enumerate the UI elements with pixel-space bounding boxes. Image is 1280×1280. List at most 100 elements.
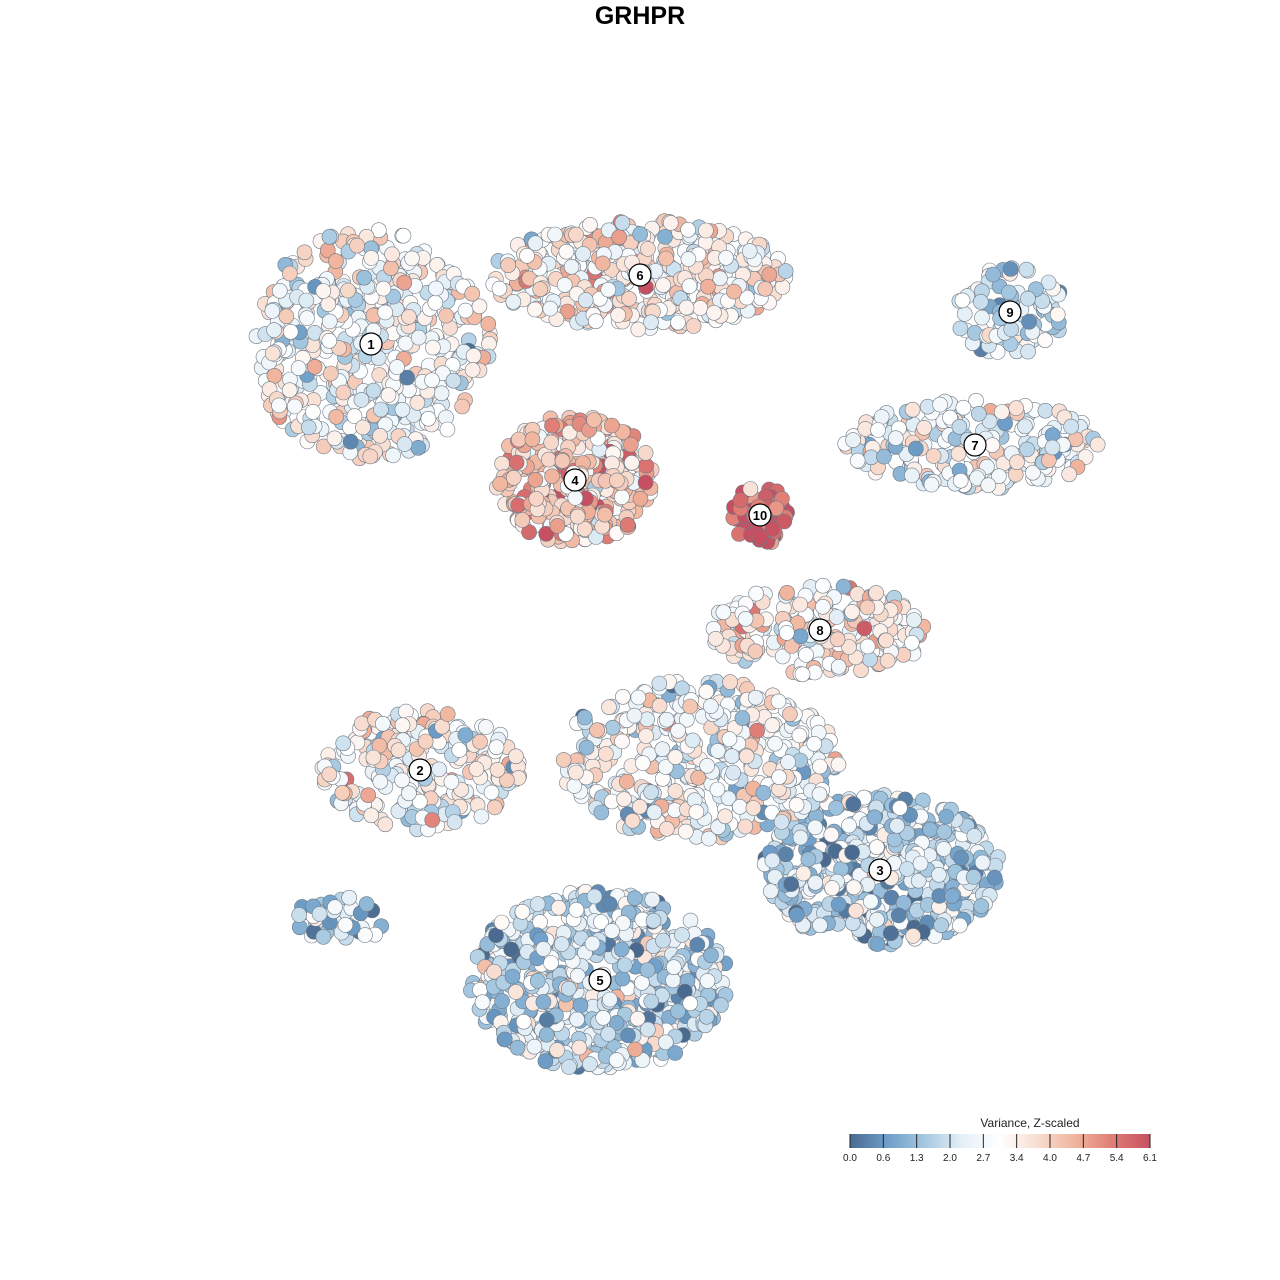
cell-point: [1037, 332, 1053, 349]
cell-point: [424, 372, 440, 389]
cell-point: [349, 237, 365, 254]
cell-point: [576, 521, 593, 537]
cell-point: [586, 888, 603, 905]
legend-tick-label: 4.0: [1043, 1153, 1057, 1164]
cell-point: [433, 385, 450, 402]
cell-point: [266, 322, 282, 338]
cell-point: [615, 915, 631, 931]
cell-point: [657, 1034, 674, 1051]
cell-point: [505, 293, 522, 310]
cell-point: [974, 854, 991, 871]
cell-point: [667, 783, 684, 799]
cell-point: [334, 784, 351, 801]
cell-point: [1019, 441, 1035, 458]
cell-point: [604, 719, 621, 736]
cell-point: [1008, 400, 1025, 416]
cell-point: [935, 841, 952, 857]
cell-point: [869, 911, 885, 928]
cell-point: [703, 947, 719, 964]
cell-point: [681, 278, 698, 294]
cell-point: [281, 382, 298, 399]
cell-point: [375, 280, 392, 297]
cluster-label-10: 10: [748, 503, 772, 527]
cell-point: [646, 804, 663, 821]
cell-point: [890, 907, 907, 924]
cluster-label-9: 9: [998, 300, 1022, 324]
cell-point: [658, 250, 674, 267]
cell-point: [706, 304, 722, 321]
cell-point: [614, 733, 630, 750]
cell-point: [722, 674, 738, 690]
cell-point: [878, 632, 894, 649]
color-legend: Variance, Z-scaled 0.0 0.6 1.3 2.0 2.7 3.4 4.0…: [843, 1116, 1157, 1164]
cell-point: [529, 896, 546, 912]
cell-point: [670, 1003, 686, 1020]
chart-title: GRHPR: [594, 2, 686, 30]
legend-tick-label: 4.7: [1076, 1153, 1090, 1164]
cell-point: [677, 823, 694, 840]
cell-point: [264, 303, 281, 319]
cell-point: [569, 1011, 585, 1028]
cell-point: [986, 869, 1003, 886]
legend-tick-label: 2.7: [976, 1153, 990, 1164]
cell-point: [291, 907, 308, 923]
cell-point: [589, 722, 605, 739]
cell-point: [738, 748, 755, 765]
cell-point: [282, 323, 299, 340]
cell-point: [384, 246, 400, 263]
cell-point: [643, 784, 659, 801]
cell-point: [544, 468, 560, 485]
cell-point: [624, 812, 641, 829]
cell-point: [734, 710, 751, 726]
cell-point: [362, 448, 379, 465]
cell-point: [296, 244, 313, 261]
cell-point: [634, 755, 651, 771]
cell-point: [780, 754, 796, 770]
cell-point: [383, 260, 399, 277]
cell-point: [788, 906, 805, 923]
cell-point: [859, 638, 876, 655]
cell-point: [410, 329, 427, 346]
cell-point: [395, 227, 412, 244]
cell-point: [655, 932, 671, 949]
cell-point: [538, 1012, 555, 1028]
cell-point: [933, 917, 950, 934]
cell-point: [795, 865, 812, 882]
cell-point: [390, 742, 407, 759]
cell-point: [603, 417, 620, 434]
cell-point: [783, 876, 800, 892]
cell-point: [623, 454, 640, 471]
cell-point: [876, 448, 892, 465]
cell-point: [396, 436, 413, 452]
cell-point: [954, 292, 971, 309]
cell-point: [638, 728, 654, 744]
cell-point: [550, 899, 567, 916]
cell-point: [472, 733, 488, 750]
cell-point: [593, 804, 610, 821]
cell-point: [829, 631, 846, 648]
cell-point: [614, 215, 631, 231]
cell-point: [377, 304, 394, 321]
cell-point: [353, 715, 370, 732]
cell-point: [315, 929, 332, 945]
cell-point: [792, 628, 809, 645]
cell-point: [363, 250, 380, 266]
cell-point: [613, 941, 630, 958]
cluster-label-6: 6: [628, 263, 652, 287]
cell-point: [715, 604, 732, 621]
cell-point: [471, 298, 488, 315]
cell-point: [320, 296, 337, 313]
cell-point: [755, 785, 772, 801]
cluster-label-text: 6: [636, 268, 643, 283]
cell-point: [1025, 464, 1041, 481]
cell-point: [489, 761, 506, 778]
cell-point: [509, 1039, 526, 1056]
cluster-label-7: 7: [963, 433, 987, 457]
cell-point: [688, 804, 705, 820]
cell-point: [542, 300, 559, 317]
cell-point: [532, 914, 548, 930]
cell-point: [543, 955, 559, 971]
cell-point: [974, 309, 990, 326]
cell-point: [667, 749, 684, 765]
cell-point: [916, 419, 933, 436]
